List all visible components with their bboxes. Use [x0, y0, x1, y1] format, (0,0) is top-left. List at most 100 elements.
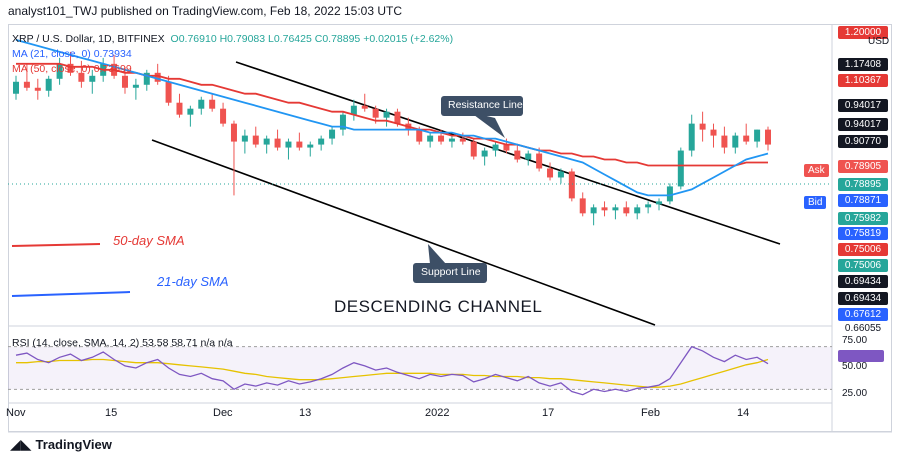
candle-body	[514, 150, 521, 160]
candle-body	[263, 138, 270, 145]
candle-body	[89, 75, 96, 82]
rsi-value-tag	[838, 350, 884, 362]
rsi-ma-line	[16, 358, 769, 388]
support-callout-pointer	[428, 244, 446, 264]
time-axis-label: Nov	[6, 407, 26, 419]
candle-body	[45, 78, 52, 91]
symbol-legend: XRP / U.S. Dollar, 1D, BITFINEX O0.76910…	[12, 32, 453, 77]
candle-body	[329, 129, 336, 139]
candle-body	[579, 198, 586, 214]
candle-body	[721, 135, 728, 148]
rsi-axis-label: 50.00	[842, 361, 868, 372]
candle-body	[623, 207, 630, 214]
support-line	[151, 139, 656, 326]
symbol-name: XRP / U.S. Dollar, 1D, BITFINEX	[12, 33, 165, 45]
time-axis-label: Feb	[641, 407, 660, 419]
candle-body	[372, 108, 379, 118]
time-axis-label: 13	[299, 407, 312, 419]
candle-body	[525, 153, 532, 160]
candle-body	[481, 150, 488, 157]
candle-body	[612, 207, 619, 211]
resistance-callout-pointer	[470, 112, 505, 138]
candle-body	[743, 135, 750, 142]
price-axis-label: 1.20000	[838, 26, 888, 39]
candle-body	[601, 207, 608, 211]
price-axis-label: 0.75006	[838, 243, 888, 256]
candle-body	[688, 123, 695, 151]
candle-body	[132, 84, 139, 88]
candle-body	[448, 138, 455, 142]
candle-body	[568, 171, 575, 199]
price-axis-label: 0.75819	[838, 227, 888, 240]
rsi-axis-label: 75.00	[842, 335, 868, 346]
candle-body	[121, 75, 128, 88]
candle-body	[285, 141, 292, 148]
tradingview-logo: ◢◣ TradingView	[10, 436, 112, 453]
candle-body	[252, 135, 259, 145]
resistance-label-box	[441, 96, 523, 116]
price-axis-label: 0.90770	[838, 135, 888, 148]
candle-body	[296, 141, 303, 148]
ma21-legend: MA (21, close, 0) 0.73934	[12, 48, 132, 60]
candle-body	[470, 141, 477, 157]
time-axis-label: 14	[737, 407, 750, 419]
candle-body	[732, 135, 739, 148]
candle-body	[416, 129, 423, 142]
rsi-axis-label: 25.00	[842, 388, 868, 399]
currency-label: USD	[868, 36, 890, 47]
sma21-annotation: 21-day SMA	[157, 274, 229, 289]
rsi-legend: RSI (14, close, SMA, 14, 2) 53.58 58.71 …	[12, 337, 233, 349]
candle-body	[165, 81, 172, 103]
sma21-line	[15, 39, 769, 197]
price-axis-label: 1.10367	[838, 74, 888, 87]
candle-body	[13, 81, 19, 94]
candle-body	[220, 108, 227, 124]
candle-body	[536, 153, 543, 169]
candle-body	[154, 72, 161, 82]
rsi-line	[15, 345, 769, 396]
price-axis-label: 0.94017	[838, 99, 888, 112]
publish-header: analyst101_TWJ published on TradingView.…	[8, 4, 403, 18]
price-axis-label: 0.78871	[838, 194, 888, 207]
candle-body	[383, 111, 390, 118]
candle-body	[427, 135, 434, 142]
candle-body	[230, 123, 237, 142]
support-label: Support Line	[421, 266, 481, 278]
sma50-legend-line	[11, 243, 101, 247]
candle-body	[547, 168, 554, 178]
candle-body	[78, 72, 85, 82]
tradingview-brand: TradingView	[35, 437, 112, 452]
candle-body	[274, 138, 281, 148]
time-axis-label: 2022	[425, 407, 450, 419]
candle-body	[67, 63, 74, 73]
ask-label: Ask	[804, 164, 829, 177]
price-axis-label: 1.17408	[838, 58, 888, 71]
price-axis-label: 0.66055	[844, 323, 882, 334]
time-axis-label: 15	[105, 407, 118, 419]
price-axis-label: 0.78895	[838, 178, 888, 191]
candle-body	[176, 102, 183, 115]
price-axis-label: 0.94017	[838, 118, 888, 131]
price-axis-label: 0.75006	[838, 259, 888, 272]
candle-body	[56, 63, 63, 79]
candle-body	[350, 105, 357, 115]
sma21-legend-line	[11, 291, 131, 297]
candle-body	[492, 144, 499, 151]
candle-body	[438, 135, 445, 142]
candle-body	[198, 99, 205, 109]
price-axis-label: 0.67612	[838, 308, 888, 321]
candle-body	[634, 207, 641, 214]
candle-body	[34, 87, 41, 91]
candle-body	[143, 72, 150, 85]
price-axis-label: 0.69434	[838, 275, 888, 288]
candle-body	[645, 204, 652, 208]
candle-body	[699, 123, 706, 130]
time-axis-label: Dec	[213, 407, 233, 419]
candle-body	[557, 171, 564, 178]
support-label-box	[413, 263, 487, 283]
candle-body	[710, 129, 717, 136]
candle-body	[361, 105, 368, 109]
candle-body	[187, 108, 194, 115]
tradingview-icon: ◢◣	[10, 436, 32, 452]
